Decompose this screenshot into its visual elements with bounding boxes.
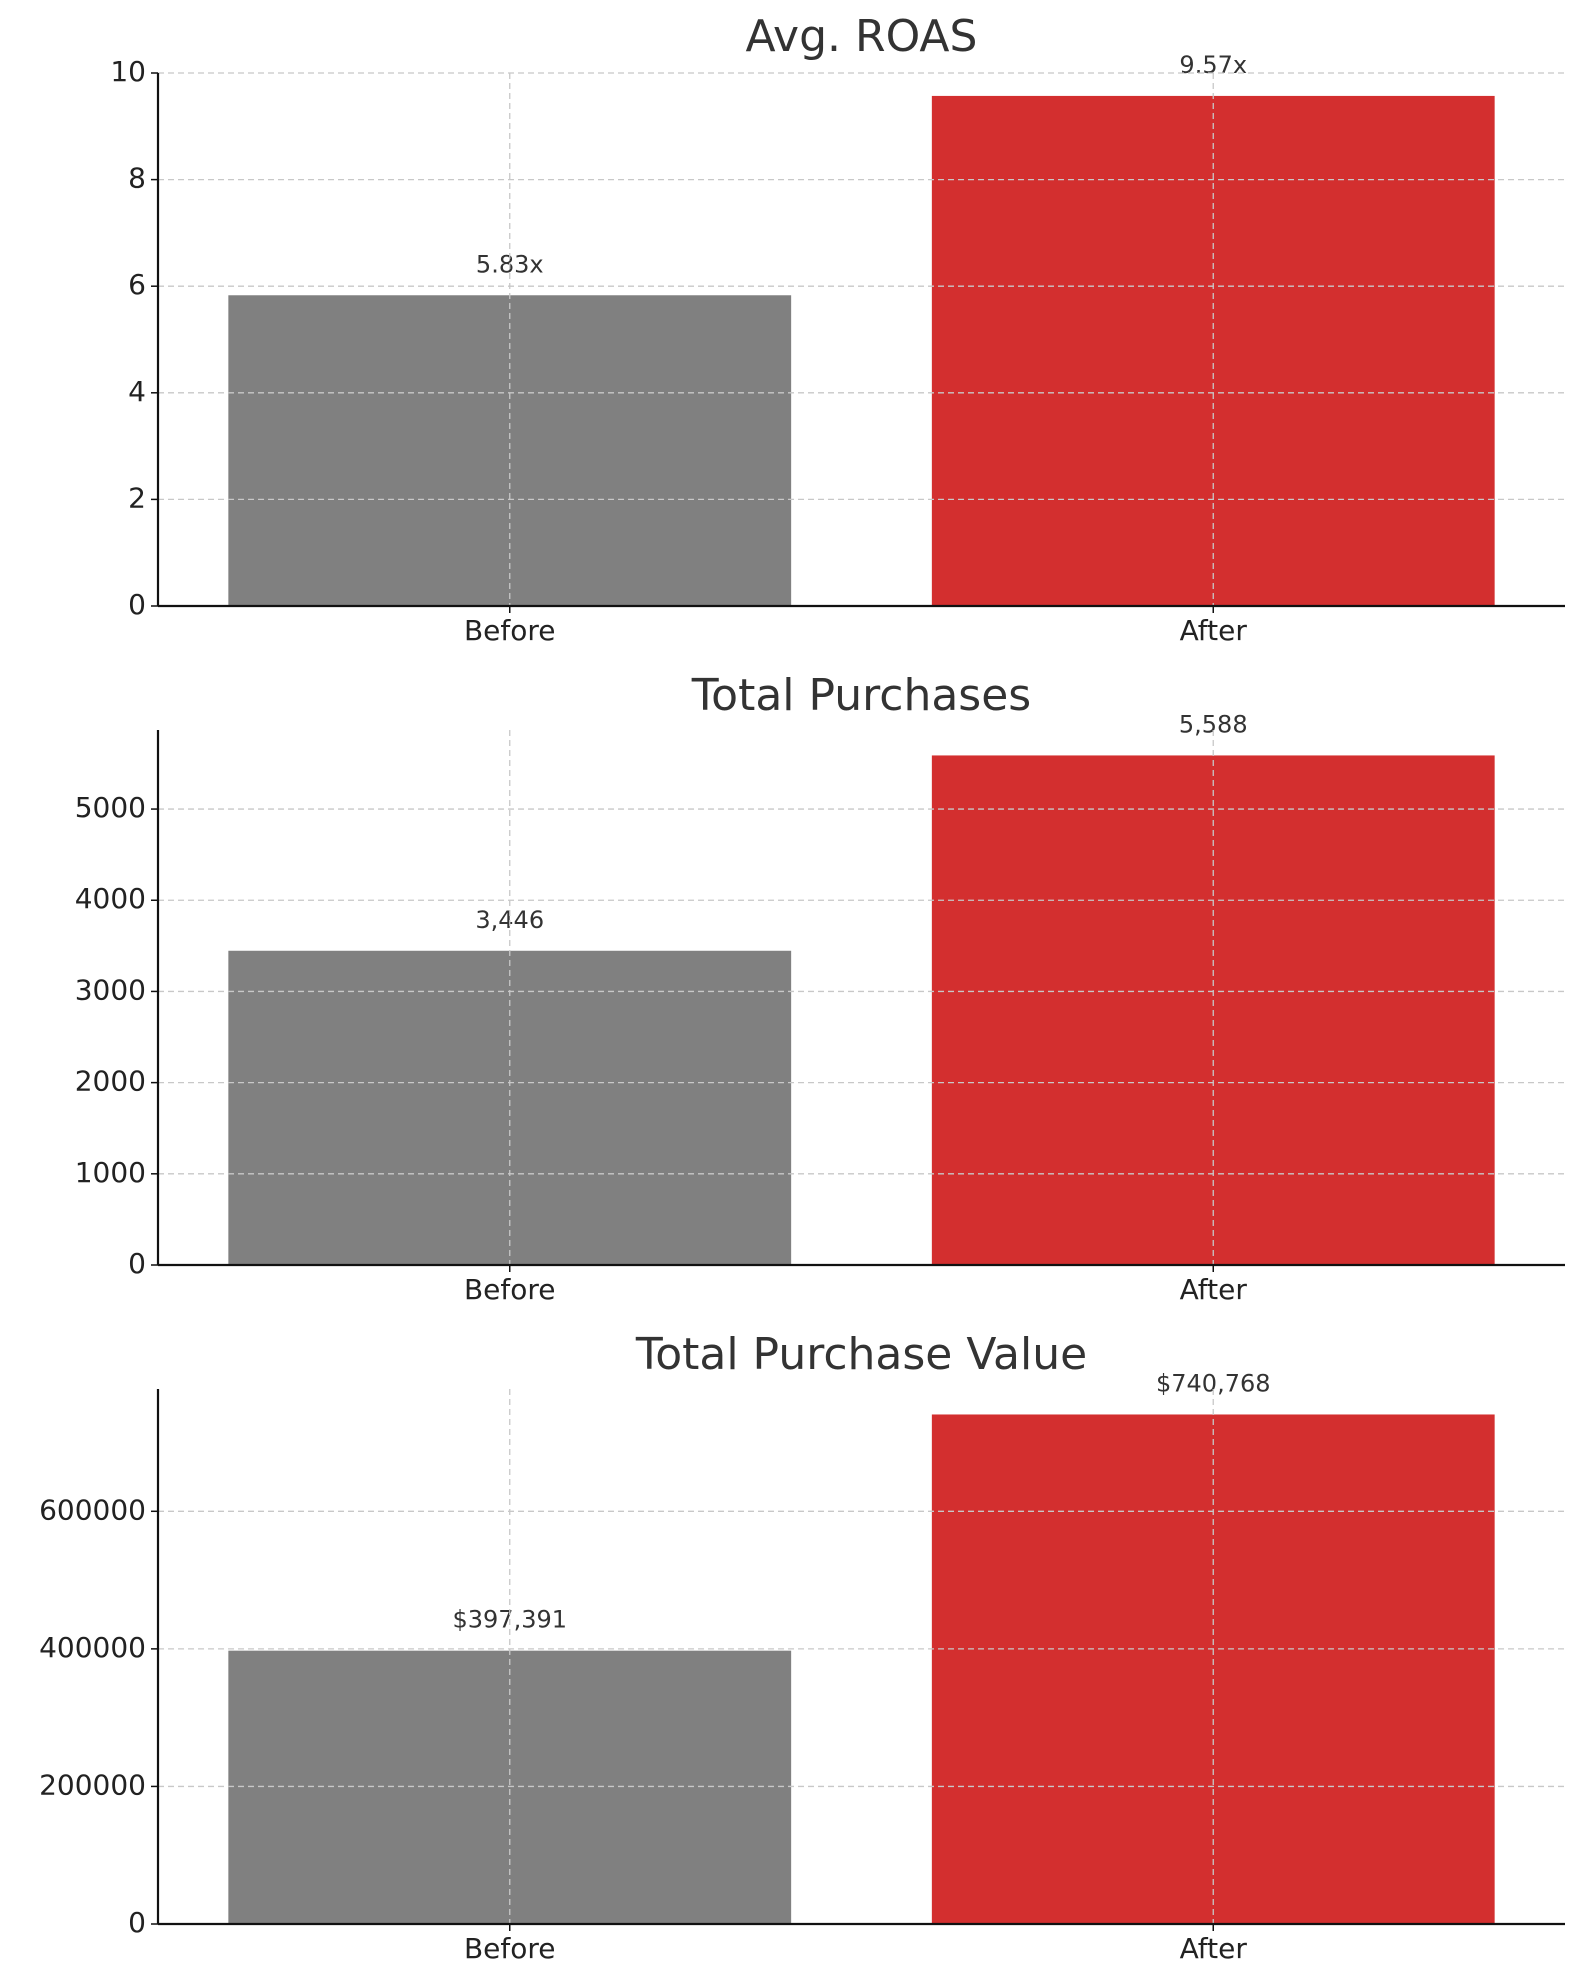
bar <box>228 950 792 1265</box>
y-tick-label: 2000 <box>75 1065 146 1098</box>
x-tick-label: Before <box>464 614 556 647</box>
chart-title: Total Purchases <box>691 670 1031 721</box>
x-tick-label: After <box>1180 1932 1248 1965</box>
value-label: 3,446 <box>475 906 544 934</box>
y-tick-label: 10 <box>110 55 146 88</box>
y-tick-label: 0 <box>128 1906 146 1939</box>
x-tick-label: Before <box>464 1932 556 1965</box>
y-tick-label: 600000 <box>39 1493 146 1526</box>
chart-title: Avg. ROAS <box>746 11 978 62</box>
x-tick-label: After <box>1180 614 1248 647</box>
y-tick-label: 5000 <box>75 791 146 824</box>
y-tick-label: 0 <box>128 1247 146 1280</box>
y-tick-label: 400000 <box>39 1631 146 1664</box>
y-tick-label: 200000 <box>39 1768 146 1801</box>
y-tick-label: 0 <box>128 588 146 621</box>
y-tick-label: 6 <box>128 268 146 301</box>
y-tick-label: 2 <box>128 481 146 514</box>
bar <box>931 95 1495 606</box>
y-tick-label: 4000 <box>75 882 146 915</box>
bar <box>228 295 792 606</box>
y-tick-label: 4 <box>128 375 146 408</box>
x-tick-label: Before <box>464 1273 556 1306</box>
chart-title: Total Purchase Value <box>635 1329 1087 1380</box>
y-tick-label: 1000 <box>75 1156 146 1189</box>
y-tick-label: 3000 <box>75 973 146 1006</box>
x-tick-label: After <box>1180 1273 1248 1306</box>
bar <box>228 1650 792 1924</box>
y-tick-label: 8 <box>128 162 146 195</box>
